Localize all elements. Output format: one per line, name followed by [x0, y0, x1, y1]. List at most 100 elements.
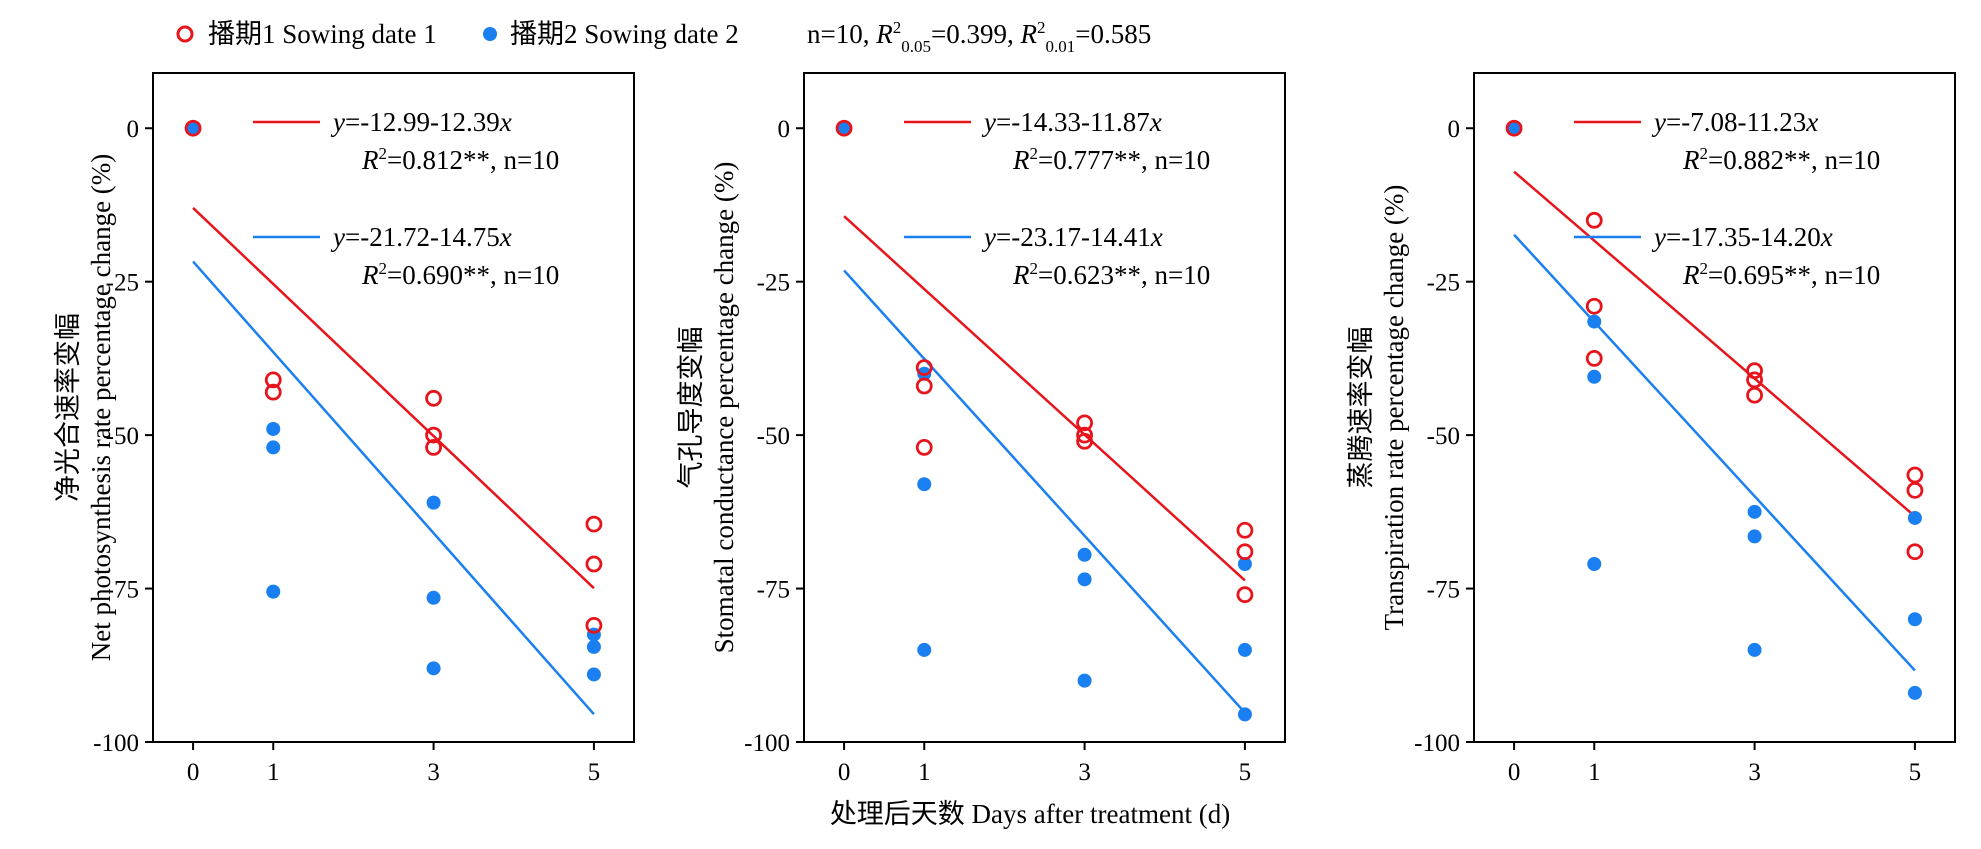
legend-note-r-sup-2: 2: [1037, 18, 1046, 37]
y-tick-label: -25: [757, 270, 790, 297]
data-point-sowing-date-2: [1747, 504, 1762, 519]
data-point-sowing-date-1: [1076, 426, 1093, 444]
data-point-sowing-date-1: [1906, 466, 1924, 484]
data-point-sowing-date-1: [1236, 521, 1254, 539]
data-point-sowing-date-1: [1585, 297, 1603, 315]
x-tick-label: 5: [1239, 759, 1252, 786]
data-point-sowing-date-1: [425, 389, 442, 407]
data-point-sowing-date-1: [1585, 211, 1603, 229]
y-tick-label: -25: [1427, 270, 1460, 297]
y-axis-title-line-2: Transpiration rate percentage change (%): [1379, 185, 1409, 631]
fit-equation-y: y: [330, 222, 345, 252]
legend-marker-sowing-date-2: [483, 27, 497, 41]
fit-equation-y: y: [981, 107, 996, 137]
fit-r2-symbol: R: [361, 145, 379, 175]
y-tick-label: -100: [93, 730, 139, 757]
fit-equation-rhs: =-23.17-14.41: [996, 222, 1151, 252]
legend-note-sub-001: 0.01: [1045, 37, 1075, 56]
fit-equation-y: y: [1651, 222, 1666, 252]
panels: 0 -25 -50 -75 -100 0 1 3 5 净光合速率变幅 Net photosynthe…: [53, 72, 1956, 786]
data-point-sowing-date-1: [1746, 362, 1763, 380]
data-point-sowing-date-1: [264, 383, 282, 401]
fit-equation-x: x: [1820, 222, 1833, 252]
data-point-sowing-date-2: [266, 584, 281, 599]
data-point-sowing-date-2: [1587, 557, 1602, 572]
data-point-sowing-date-1: [585, 515, 603, 533]
data-point-sowing-date-2: [266, 421, 281, 436]
y-tick-label: -75: [1427, 577, 1460, 604]
y-tick-label: -50: [757, 423, 790, 450]
regression-line-sowing-date-1: [843, 215, 1246, 582]
data-point-sowing-date-1: [1746, 386, 1763, 404]
data-point-sowing-date-1: [585, 555, 603, 573]
x-tick-label: 0: [838, 759, 851, 786]
fit-equation-rhs: =-12.99-12.39: [345, 107, 500, 137]
data-point-sowing-date-1: [264, 371, 282, 389]
legend-note-r-symbol-2: R: [1019, 19, 1037, 49]
fit-r2-value: =0.695**, n=10: [1708, 260, 1880, 290]
data-point-sowing-date-2: [266, 440, 281, 455]
data-point-sowing-date-1: [835, 119, 853, 137]
y-axis-title-line-2: Net photosynthesis rate percentage chang…: [86, 154, 116, 662]
data-point-sowing-date-1: [585, 616, 603, 634]
data-point-sowing-date-2: [1907, 685, 1922, 700]
data-point-sowing-date-1: [915, 377, 933, 395]
fit-equation-x: x: [1805, 107, 1818, 137]
data-point-sowing-date-2: [1907, 612, 1922, 627]
fit-r2-sowing-date-2: R2=0.690**, n=10: [361, 259, 559, 290]
data-point-sowing-date-2: [1507, 121, 1522, 136]
fit-equation-x: x: [1149, 107, 1162, 137]
panel-2: 0 -25 -50 -75 -100 0 1 3 5 气孔导度变幅 Stomatal conduct…: [676, 72, 1286, 786]
fit-equation-rhs: =-21.72-14.75: [345, 222, 500, 252]
legend-label-sowing-date-2: 播期2 Sowing date 2: [510, 19, 739, 49]
x-tick-label: 5: [588, 759, 601, 786]
data-point-sowing-date-2: [837, 121, 852, 136]
fit-r2-sup: 2: [1700, 144, 1709, 163]
panel-1: 0 -25 -50 -75 -100 0 1 3 5 净光合速率变幅 Net photosynthe…: [53, 72, 635, 786]
data-point-sowing-date-2: [426, 661, 441, 676]
fit-equation-rhs: =-17.35-14.20: [1666, 222, 1821, 252]
x-tick-label: 5: [1909, 759, 1922, 786]
data-point-sowing-date-2: [1907, 510, 1922, 525]
regression-line-sowing-date-2: [843, 269, 1246, 714]
fit-r2-sup: 2: [1700, 259, 1709, 278]
fit-equation-rhs: =-7.08-11.23: [1666, 107, 1806, 137]
fit-equation-x: x: [499, 107, 512, 137]
fit-r2-value: =0.690**, n=10: [387, 260, 559, 290]
fit-r2-value: =0.777**, n=10: [1038, 145, 1210, 175]
x-tick-label: 0: [187, 759, 200, 786]
data-point-sowing-date-1: [1076, 432, 1093, 450]
y-axis-title-line-1: 气孔导度变幅: [676, 327, 706, 489]
data-point-sowing-date-2: [1077, 547, 1092, 562]
data-point-sowing-date-2: [426, 495, 441, 510]
panel-3: 0 -25 -50 -75 -100 0 1 3 5 蒸腾速率变幅 Transpiration ra…: [1346, 72, 1956, 786]
legend-note-r2-value: =0.585: [1075, 19, 1151, 49]
x-tick-label: 3: [427, 759, 440, 786]
fit-r2-symbol: R: [361, 260, 379, 290]
data-point-sowing-date-1: [1906, 481, 1924, 499]
data-point-sowing-date-1: [915, 438, 933, 456]
y-axis-title-line-2: Stomatal conductance percentage change (…: [709, 162, 739, 654]
plot-frame: [803, 72, 1286, 743]
legend-note-r1-value: =0.399,: [931, 19, 1020, 49]
data-point-sowing-date-1: [425, 438, 442, 456]
data-point-sowing-date-2: [1077, 673, 1092, 688]
fit-r2-symbol: R: [1682, 260, 1700, 290]
data-point-sowing-date-1: [1236, 543, 1254, 561]
fit-equation-sowing-date-1: y=-14.33-11.87x: [981, 107, 1162, 137]
data-point-sowing-date-2: [917, 642, 932, 657]
regression-line-sowing-date-1: [192, 207, 595, 590]
legend-note-n: n=10,: [807, 19, 876, 49]
y-tick-label: -50: [106, 423, 139, 450]
data-point-sowing-date-2: [426, 590, 441, 605]
y-axis-title-line-1: 蒸腾速率变幅: [1346, 327, 1376, 489]
data-point-sowing-date-2: [586, 667, 601, 682]
regression-line-sowing-date-2: [1513, 233, 1916, 672]
fit-equation-y: y: [981, 222, 996, 252]
x-axis-title: 处理后天数 Days after treatment (d): [830, 799, 1230, 829]
x-tick-label: 1: [1588, 759, 1601, 786]
x-tick-label: 0: [1508, 759, 1521, 786]
y-tick-label: -75: [106, 577, 139, 604]
plot-frame: [1473, 72, 1956, 743]
data-point-sowing-date-2: [1747, 529, 1762, 544]
